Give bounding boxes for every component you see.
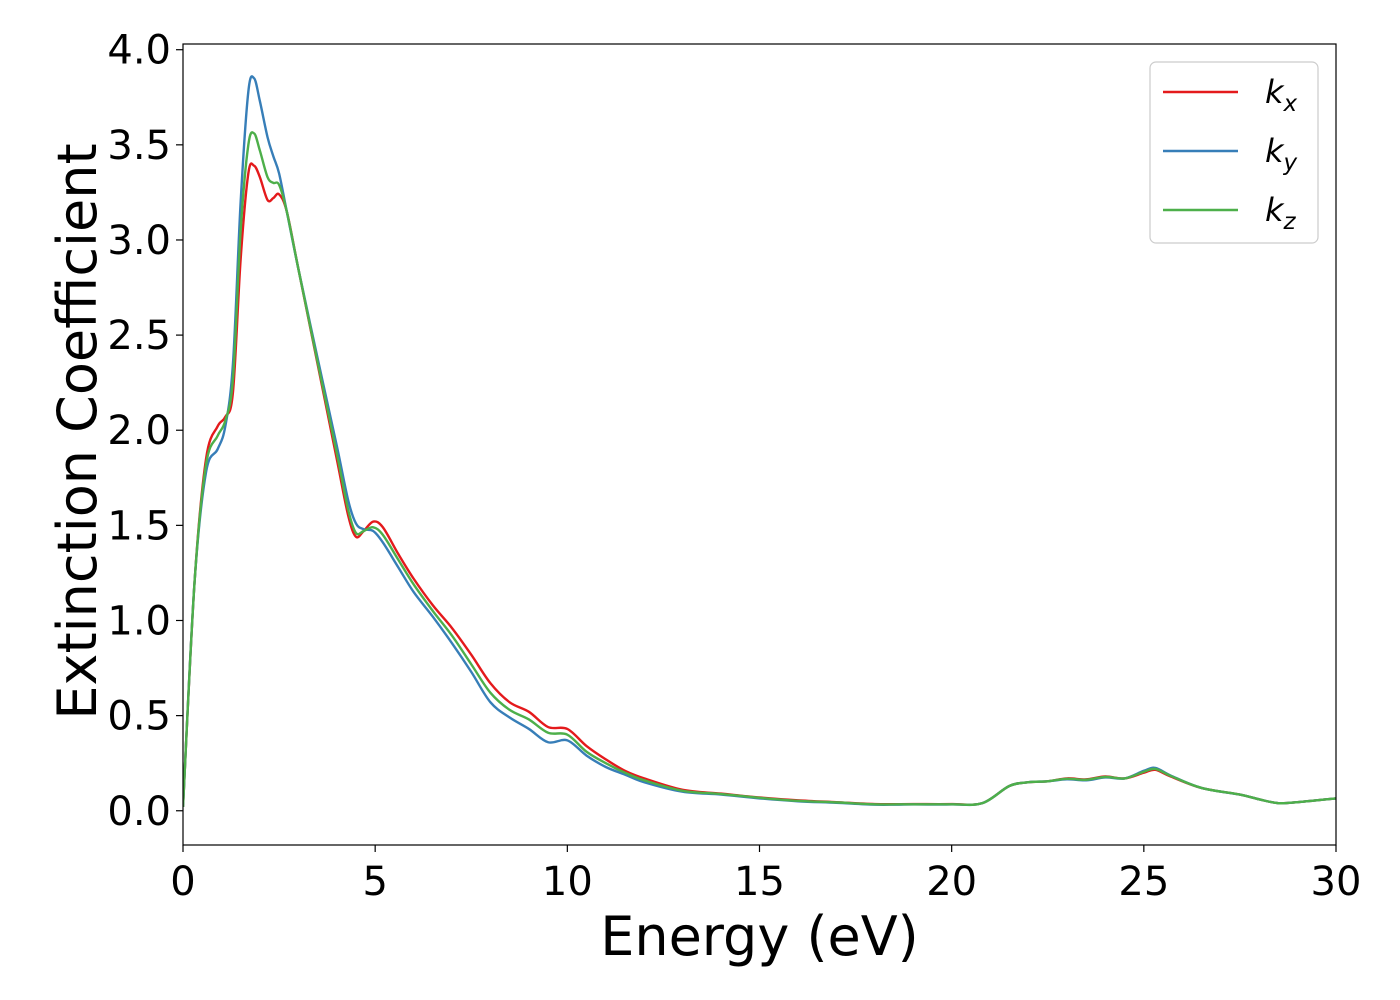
y-tick-label: 4.0: [107, 28, 171, 74]
x-axis-label: Energy (eV): [600, 905, 919, 968]
series-line-z: [183, 131, 1336, 808]
y-tick-label: 1.5: [107, 503, 171, 549]
x-tick-label: 0: [170, 859, 195, 905]
y-axis-label: Extinction Coefficient: [46, 143, 109, 719]
y-tick-label: 0.0: [107, 789, 171, 835]
legend-box: [1149, 61, 1319, 244]
x-tick-label: 20: [926, 859, 977, 905]
legend-label: ky: [1265, 132, 1298, 176]
legend-item-z: kz: [1163, 191, 1297, 235]
series-line-x: [183, 162, 1336, 808]
legend-label: kx: [1265, 73, 1298, 117]
y-tick-label: 2.0: [107, 408, 171, 454]
series-layer: [183, 75, 1336, 808]
y-tick-label: 0.5: [107, 694, 171, 740]
x-tick-label: 25: [1118, 859, 1169, 905]
legend-item-x: kx: [1163, 73, 1298, 117]
legend-item-y: ky: [1163, 132, 1298, 176]
x-tick-label: 15: [734, 859, 785, 905]
x-tick-label: 30: [1311, 859, 1362, 905]
y-axis-ticks: 0.0 0.5 1.0 1.5 2.0 2.5 3.0 3.5 4.0: [107, 28, 183, 835]
y-tick-label: 1.0: [107, 598, 171, 644]
y-tick-label: 3.5: [107, 123, 171, 169]
legend-label: kz: [1265, 191, 1297, 235]
x-tick-label: 10: [542, 859, 593, 905]
x-axis-ticks: 0 5 10 15 20 25 30: [170, 845, 1361, 905]
legend: kx ky kz: [1149, 61, 1319, 244]
y-tick-label: 3.0: [107, 218, 171, 264]
y-tick-label: 2.5: [107, 313, 171, 359]
x-tick-label: 5: [362, 859, 387, 905]
